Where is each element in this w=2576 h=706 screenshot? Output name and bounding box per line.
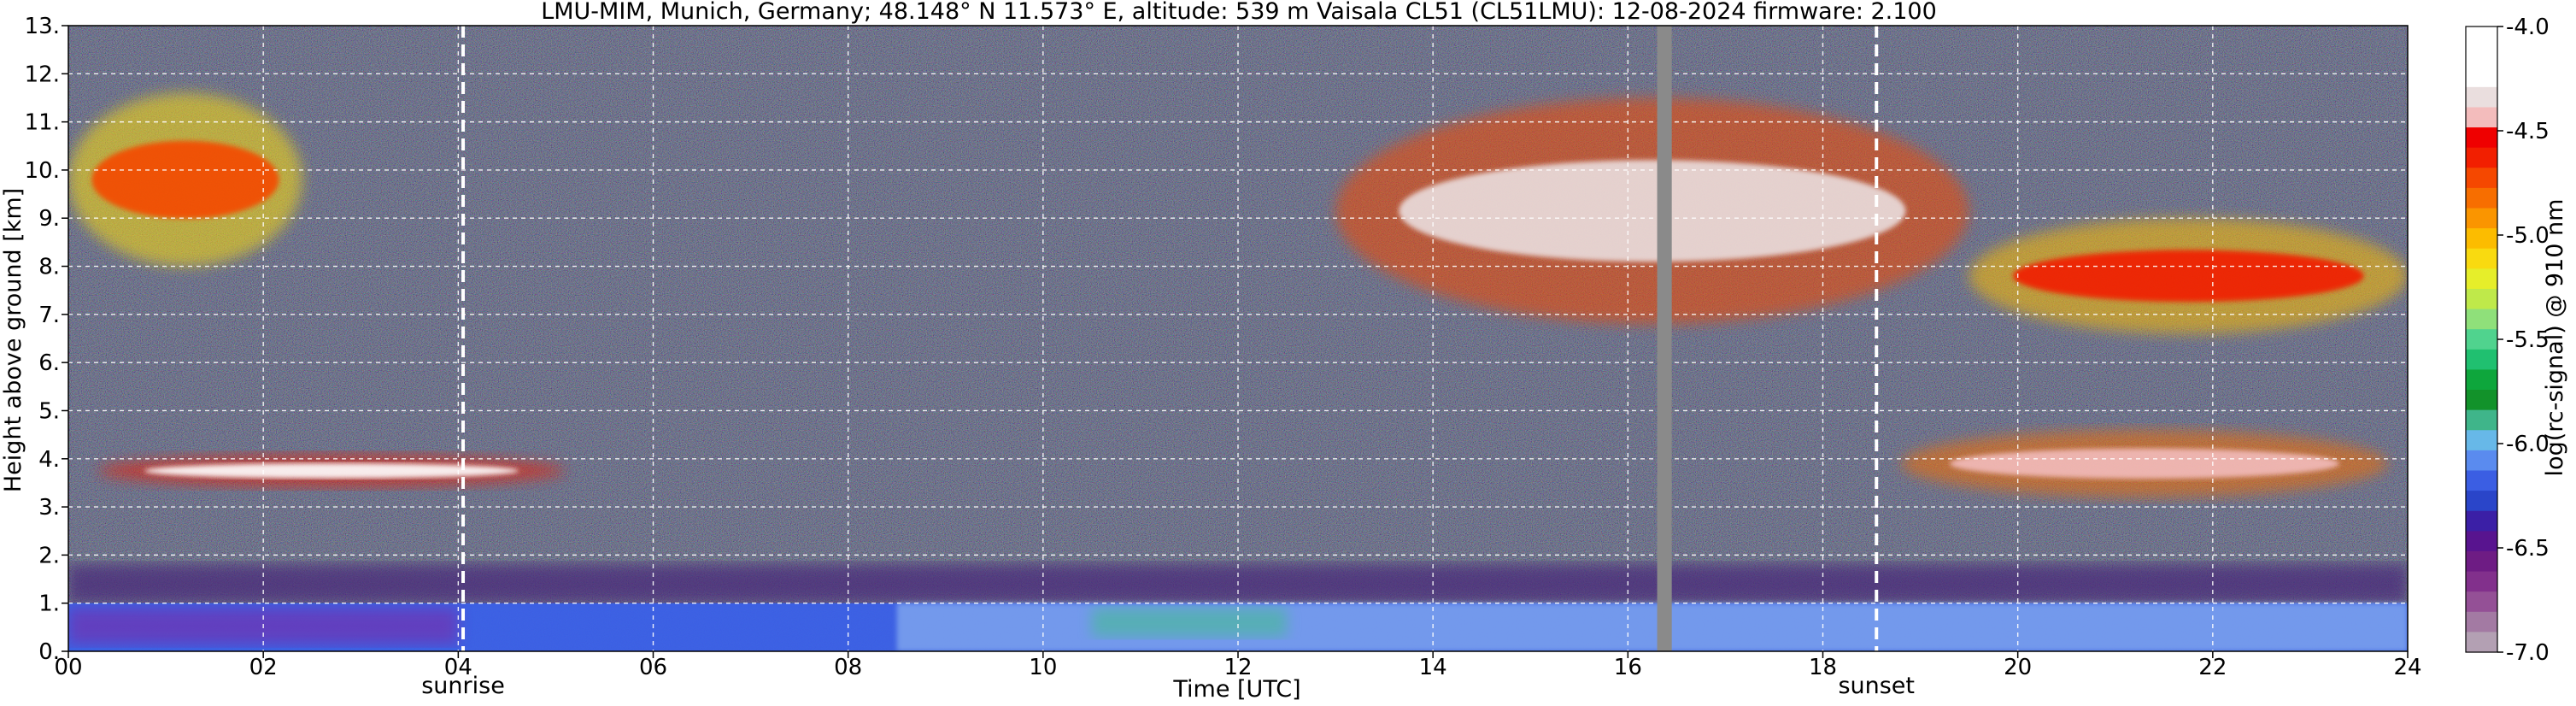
colorbar-segment-27 bbox=[2466, 571, 2497, 592]
marker-label-sunrise: sunrise bbox=[421, 673, 505, 699]
sun-markers bbox=[461, 26, 1879, 651]
colorbar-segment-13 bbox=[2466, 288, 2497, 310]
colorbar-segment-25 bbox=[2466, 531, 2497, 552]
x-tick-label-9: 18 bbox=[1809, 655, 1837, 680]
x-tick-label-0: 00 bbox=[54, 655, 82, 680]
plot-area bbox=[68, 26, 2408, 651]
colorbar-ticks: -4.0 -4.5 -5.0 -5.5 -6.0 -6.5 -7.0 bbox=[2497, 15, 2550, 666]
colorbar-label: log(rc-signal) @ 910 nm bbox=[2542, 199, 2568, 477]
colorbar-segment-17 bbox=[2466, 369, 2497, 391]
x-tick-label-1: 02 bbox=[249, 655, 278, 680]
x-tick-label-4: 08 bbox=[834, 655, 862, 680]
y-tick-label-6: 6. bbox=[38, 350, 60, 376]
colorbar-segment-2 bbox=[2466, 67, 2497, 88]
y-axis-label: Height above ground [km] bbox=[0, 188, 26, 492]
x-tick-label-10: 20 bbox=[2004, 655, 2032, 680]
colorbar bbox=[2465, 26, 2498, 653]
y-tick-label-12: 12. bbox=[25, 62, 60, 87]
y-tick-label-3: 3. bbox=[38, 495, 60, 521]
colorbar-segment-0 bbox=[2466, 26, 2497, 48]
colorbar-segment-29 bbox=[2466, 611, 2497, 632]
colorbar-segment-10 bbox=[2466, 228, 2497, 250]
x-tick-label-12: 24 bbox=[2393, 655, 2421, 680]
colorbar-segment-9 bbox=[2466, 208, 2497, 229]
y-tick-label-7: 7. bbox=[38, 303, 60, 328]
colorbar-segment-28 bbox=[2466, 591, 2497, 613]
colorbar-tick-label-6: -7.0 bbox=[2506, 640, 2550, 666]
colorbar-tick-label-3: -5.5 bbox=[2506, 327, 2550, 353]
feature-layer-3.7km-morning bbox=[97, 454, 566, 488]
colorbar-segment-16 bbox=[2466, 349, 2497, 371]
colorbar-tick-label-1: -4.5 bbox=[2506, 119, 2550, 144]
feature-layer-3.7km-evening bbox=[1900, 429, 2389, 497]
x-tick-label-8: 16 bbox=[1614, 655, 1642, 680]
x-axis-ticks: 00 02 04 06 08 10 12 14 16 18 20 22 24 bbox=[54, 651, 2422, 680]
colorbar-segment-30 bbox=[2466, 632, 2497, 653]
colorbar-tick-label-5: -6.5 bbox=[2506, 536, 2550, 562]
sun-marker-labels: sunrise sunset bbox=[421, 673, 1915, 699]
y-tick-label-10: 10. bbox=[25, 158, 60, 184]
colorbar-segment-15 bbox=[2466, 329, 2497, 350]
y-tick-label-11: 11. bbox=[25, 110, 60, 136]
feature-cirrus-afternoon bbox=[1335, 97, 1969, 325]
grid-lines bbox=[68, 26, 2408, 651]
x-tick-label-6: 12 bbox=[1223, 655, 1252, 680]
colorbar-tick-label-4: -6.0 bbox=[2506, 432, 2550, 457]
colorbar-segment-3 bbox=[2466, 86, 2497, 109]
y-tick-label-0: 0. bbox=[38, 639, 60, 665]
y-tick-label-1: 1. bbox=[38, 591, 60, 617]
colorbar-segment-26 bbox=[2466, 550, 2497, 573]
cloud-features bbox=[68, 92, 2408, 651]
y-tick-label-8: 8. bbox=[38, 255, 60, 280]
data-gap bbox=[1657, 26, 1672, 651]
colorbar-segment-23 bbox=[2466, 491, 2497, 512]
marker-label-sunset: sunset bbox=[1838, 673, 1915, 699]
y-axis-ticks: 0. 1. 2. 3. 4. 5. 6. 7. 8. 9. 10. 11. 12. 13. bbox=[25, 14, 68, 665]
x-axis-label: Time [UTC] bbox=[1172, 676, 1300, 703]
x-tick-label-3: 06 bbox=[639, 655, 667, 680]
y-tick-label-4: 4. bbox=[38, 447, 60, 473]
x-tick-label-5: 10 bbox=[1029, 655, 1057, 680]
colorbar-segment-21 bbox=[2466, 450, 2497, 472]
colorbar-segment-24 bbox=[2466, 510, 2497, 532]
colorbar-segment-5 bbox=[2466, 127, 2497, 149]
colorbar-segment-19 bbox=[2466, 409, 2497, 431]
y-tick-label-2: 2. bbox=[38, 543, 60, 568]
colorbar-segment-8 bbox=[2466, 187, 2497, 209]
x-tick-label-2: 04 bbox=[444, 655, 472, 680]
colorbar-segment-1 bbox=[2466, 46, 2497, 68]
chart-title: LMU-MIM, Munich, Germany; 48.148° N 11.5… bbox=[541, 0, 1937, 25]
y-tick-label-5: 5. bbox=[38, 398, 60, 424]
colorbar-tick-label-0: -4.0 bbox=[2506, 15, 2550, 40]
colorbar-segment-12 bbox=[2466, 268, 2497, 290]
y-tick-label-13: 13. bbox=[25, 14, 60, 39]
x-tick-label-11: 22 bbox=[2198, 655, 2227, 680]
colorbar-segment-20 bbox=[2466, 430, 2497, 451]
colorbar-segment-7 bbox=[2466, 168, 2497, 189]
colorbar-segment-4 bbox=[2466, 107, 2497, 128]
feature-cloud-evening bbox=[1969, 218, 2408, 334]
colorbar-segment-22 bbox=[2466, 470, 2497, 491]
colorbar-tick-label-2: -5.0 bbox=[2506, 223, 2550, 249]
x-tick-label-7: 14 bbox=[1419, 655, 1447, 680]
feature-cirrus-early bbox=[68, 92, 302, 267]
y-tick-label-9: 9. bbox=[38, 206, 60, 232]
colorbar-segment-14 bbox=[2466, 309, 2497, 330]
colorbar-segment-11 bbox=[2466, 248, 2497, 269]
colorbar-segment-18 bbox=[2466, 390, 2497, 411]
colorbar-segment-6 bbox=[2466, 147, 2497, 168]
